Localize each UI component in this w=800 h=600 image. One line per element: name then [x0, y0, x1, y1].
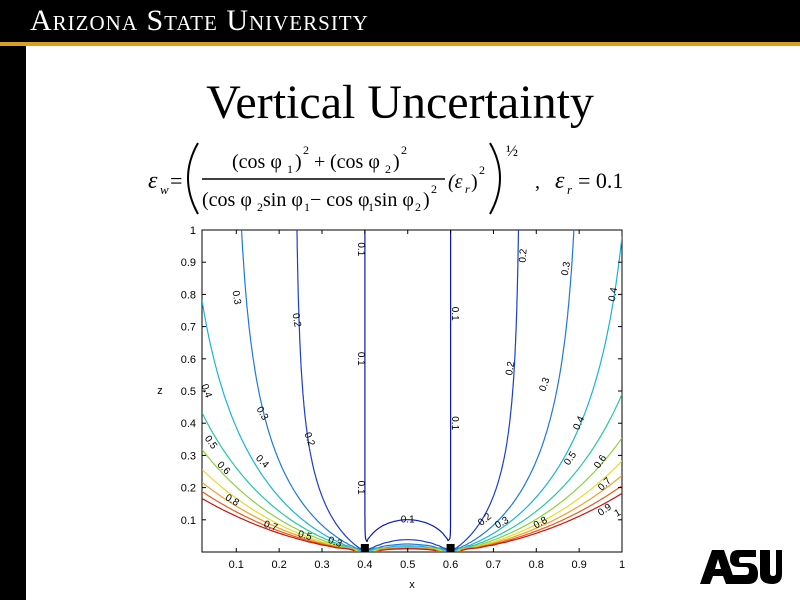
x-tick-label: 0.9 — [571, 559, 586, 571]
y-tick-label: 0.3 — [181, 450, 196, 462]
eq-num-left-sup: 2 — [303, 143, 309, 157]
x-tick-label: 0.2 — [271, 559, 286, 571]
x-tick-label: 0.7 — [486, 559, 501, 571]
contour-label: 0.1 — [355, 352, 366, 366]
eq-den-mid2: sin φ — [374, 189, 414, 211]
y-tick-label: 0.4 — [181, 418, 196, 430]
contour-label: 0.1 — [401, 514, 415, 525]
eq-er-open: (ε — [448, 171, 463, 193]
contour-label: 0.2 — [517, 248, 529, 263]
slide-title: Vertical Uncertainty — [206, 76, 594, 129]
y-tick-label: 0.1 — [181, 515, 196, 527]
contour-label: 0.3 — [537, 376, 552, 393]
y-tick-label: 0.5 — [181, 386, 196, 398]
eq-cond-sub: r — [567, 182, 573, 197]
eq-outer-power: ½ — [506, 143, 518, 160]
university-name: Arizona State University — [30, 4, 369, 37]
contour-label: 0.7 — [262, 519, 279, 534]
contour-label: 0.1 — [449, 416, 460, 430]
eq-den-open: (cos φ — [202, 189, 252, 211]
eq-er-close: ) — [471, 171, 478, 193]
y-tick-label: 0.7 — [181, 322, 196, 334]
contour-label: 0.3 — [560, 260, 573, 276]
eq-right-paren — [489, 142, 501, 215]
contour-label: 0.3 — [326, 535, 343, 550]
eq-left-paren — [187, 142, 199, 215]
contour-label: 0.2 — [504, 360, 517, 376]
y-tick-label: 0.2 — [181, 483, 196, 495]
x-axis-label: x — [409, 579, 415, 591]
eq-den-minus: − cos φ — [310, 189, 369, 211]
eq-num-right-sup: 2 — [401, 143, 407, 157]
eq-lhs: ε — [148, 168, 158, 194]
x-tick-label: 0.8 — [529, 559, 544, 571]
contour-label: 0.2 — [290, 312, 303, 328]
contour-label: 0.1 — [355, 481, 366, 495]
eq-num-left-sub: 1 — [287, 162, 293, 176]
eq-den-sub-a: 2 — [257, 200, 263, 214]
x-tick-label: 1 — [619, 559, 625, 571]
left-black-bar — [0, 46, 26, 600]
contour-label: 1 — [613, 507, 624, 520]
eq-num-right-close: ) — [393, 151, 400, 173]
eq-num-right-sub: 2 — [385, 162, 391, 176]
contour-label: 0.1 — [355, 242, 366, 256]
y-axis-label: z — [157, 385, 163, 397]
header-gold-rule — [0, 42, 800, 46]
x-tick-label: 0.6 — [443, 559, 458, 571]
contour-line — [364, 230, 452, 543]
eq-den-sub-b: 1 — [304, 200, 310, 214]
contour-label: 0.1 — [449, 307, 460, 321]
x-tick-label: 0.3 — [314, 559, 329, 571]
contour-label: 0.4 — [199, 383, 214, 400]
asu-logo — [700, 550, 782, 584]
eq-lhs-sub: w — [160, 182, 169, 197]
contour-label: 0.2 — [301, 431, 316, 448]
eq-er-sup: 2 — [479, 163, 485, 177]
uncertainty-equation: ε w = (cos φ 1 ) 2 + (cos φ 2 ) 2 (cos φ… — [148, 142, 623, 215]
eq-den-sup: 2 — [431, 182, 437, 196]
eq-den-close: ) — [423, 189, 430, 211]
eq-equals: = — [170, 168, 182, 193]
x-tick-label: 0.4 — [357, 559, 372, 571]
contour-line — [202, 492, 622, 552]
contour-label: 0.5 — [297, 529, 314, 543]
y-tick-label: 1 — [190, 225, 196, 237]
x-tick-labels: 0.1 0.2 0.3 0.4 0.5 0.6 0.7 0.8 0.9 1 — [229, 230, 625, 571]
y-tick-label: 0.8 — [181, 289, 196, 301]
source-markers — [360, 544, 455, 552]
eq-cond-rhs: = 0.1 — [578, 168, 623, 193]
eq-er-sub: r — [465, 182, 470, 196]
eq-num-right: (cos φ — [330, 151, 380, 173]
eq-den-sub-d: 2 — [415, 200, 421, 214]
eq-num-left: (cos φ — [232, 151, 282, 173]
contour-plot: 0.10.10.10.10.10.10.20.20.20.20.20.30.30… — [157, 225, 625, 591]
eq-plus: + — [314, 151, 325, 173]
eq-cond-lhs: ε — [555, 168, 565, 194]
eq-num-left-close: ) — [295, 151, 302, 173]
x-tick-label: 0.5 — [400, 559, 415, 571]
contour-label: 0.3 — [230, 290, 243, 306]
contour-line — [296, 230, 520, 552]
header-bar: Arizona State University — [0, 0, 800, 42]
eq-den-mid1: sin φ — [263, 189, 303, 211]
y-tick-label: 0.9 — [181, 257, 196, 269]
contour-label: 0.4 — [607, 286, 620, 302]
eq-comma: , — [535, 171, 540, 193]
contour-label: 0.4 — [571, 414, 587, 432]
contour-lines — [202, 230, 622, 552]
receiver-marker — [360, 544, 369, 552]
receiver-marker — [446, 544, 455, 552]
y-tick-label: 0.6 — [181, 354, 196, 366]
eq-den-sub-c: 1 — [368, 200, 374, 214]
y-tick-labels: 0.10.20.30.40.50.60.70.80.91 — [181, 225, 622, 527]
x-tick-label: 0.1 — [229, 559, 244, 571]
